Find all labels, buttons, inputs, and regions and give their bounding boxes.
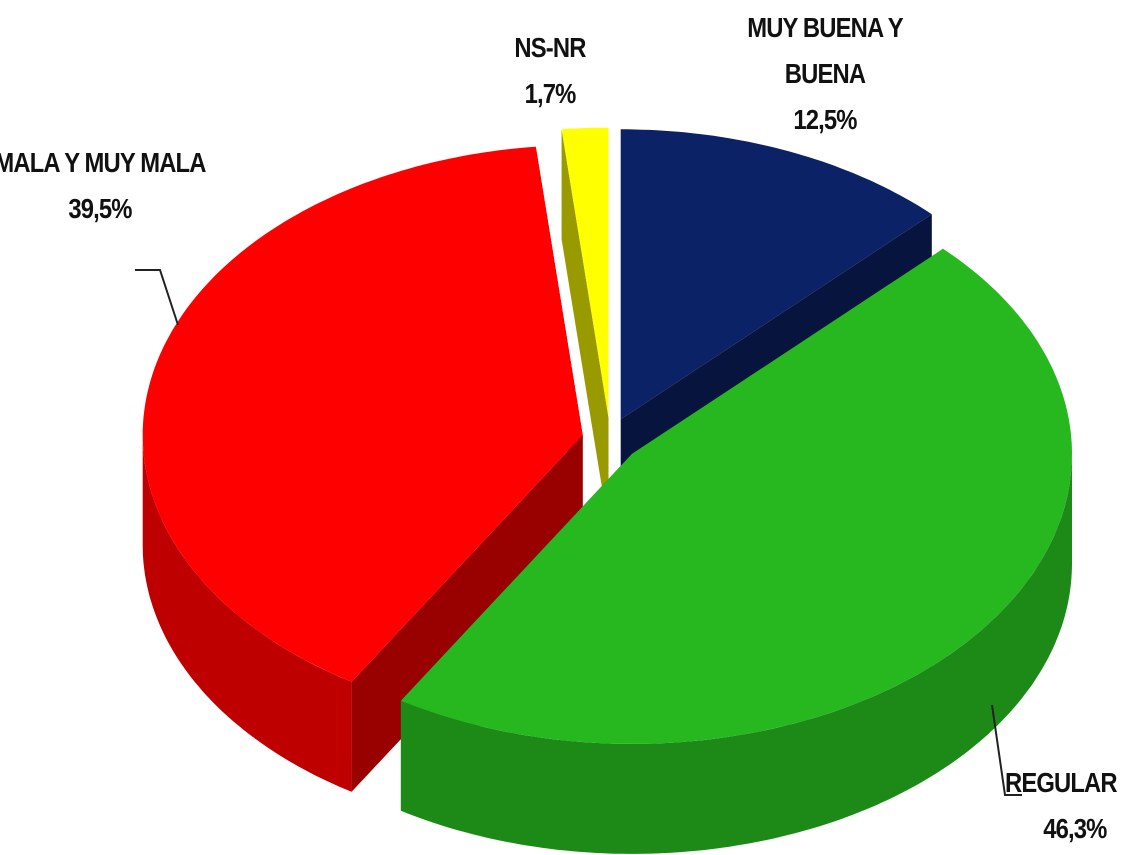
leader-line xyxy=(135,269,179,326)
slice-side xyxy=(561,129,609,528)
data-label: MALA Y MUY MALA 39,5% xyxy=(0,140,206,232)
data-label: REGULAR 46,3% xyxy=(1005,760,1141,852)
category-label: MUY BUENA Y BUENA xyxy=(747,12,903,89)
leader-line xyxy=(991,704,1022,796)
value-label: 39,5% xyxy=(68,193,132,224)
slice xyxy=(561,127,609,418)
category-label: REGULAR xyxy=(1005,767,1118,798)
data-label: MUY BUENA Y BUENA 12,5% xyxy=(727,5,923,143)
category-label: MALA Y MUY MALA xyxy=(0,147,206,178)
slice xyxy=(142,146,583,682)
data-label: NS-NR 1,7% xyxy=(448,25,652,117)
category-label: NS-NR xyxy=(514,32,586,63)
slice-side xyxy=(400,453,1072,854)
slice-side xyxy=(142,435,352,792)
value-label: 46,3% xyxy=(1043,813,1107,844)
slices xyxy=(142,127,1072,854)
value-label: 12,5% xyxy=(793,104,857,135)
slice xyxy=(620,129,932,420)
value-label: 1,7% xyxy=(524,78,577,109)
slice xyxy=(400,248,1072,744)
